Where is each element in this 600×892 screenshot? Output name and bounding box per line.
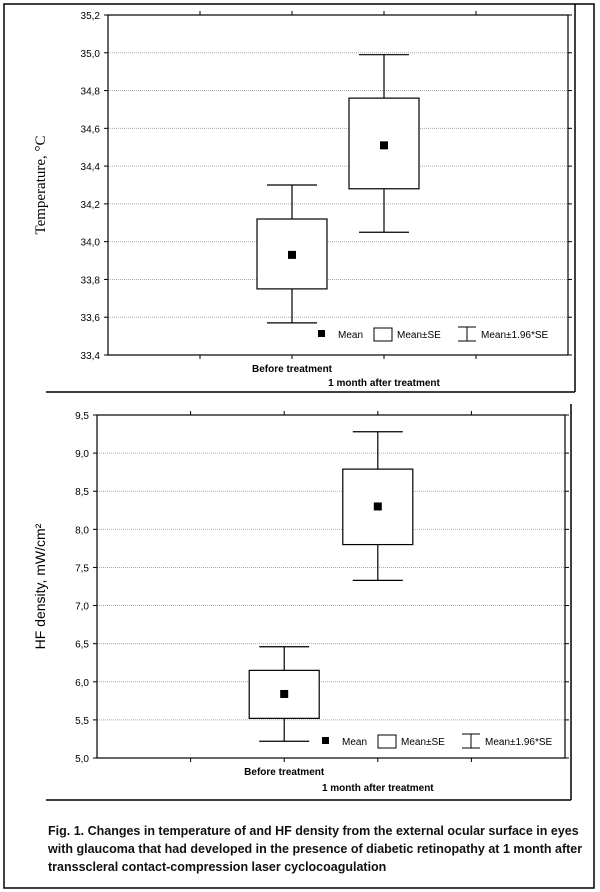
y-tick-label: 34,4 xyxy=(81,162,101,173)
x-category-label: 1 month after treatment xyxy=(322,783,434,794)
legend-se-icon xyxy=(377,734,397,749)
x-category-label: Before treatment xyxy=(244,767,325,778)
legend-mean-icon xyxy=(322,737,329,744)
legend-mean-icon xyxy=(318,330,325,337)
panel-frame-top xyxy=(46,4,576,393)
legend-se-label: Mean±SE xyxy=(401,737,445,748)
y-tick-label: 34,8 xyxy=(81,87,101,98)
y-tick-label: 7,0 xyxy=(75,602,89,613)
plot-area xyxy=(107,14,569,356)
y-tick-label: 34,2 xyxy=(81,200,101,211)
y-tick-label: 9,0 xyxy=(75,449,89,460)
y-tick-label: 6,5 xyxy=(75,640,89,651)
y-tick-label: 5,5 xyxy=(75,716,89,727)
y-tick-label: 35,2 xyxy=(81,11,101,22)
mean-marker xyxy=(280,689,289,698)
panel-frame-bottom xyxy=(46,404,572,801)
mean-marker xyxy=(288,250,296,259)
y-tick-label: 9,5 xyxy=(75,411,89,422)
x-category-label: 1 month after treatment xyxy=(328,378,440,389)
legend-mean-label: Mean xyxy=(342,737,367,748)
y-tick-label: 35,0 xyxy=(81,49,101,60)
y-tick-label: 33,4 xyxy=(81,351,101,362)
y-tick-label: 7,5 xyxy=(75,563,89,574)
y-tick-label: 8,0 xyxy=(75,525,89,536)
y-tick-label: 33,8 xyxy=(81,275,101,286)
legend-ci-icon xyxy=(458,326,476,342)
mean-marker xyxy=(373,502,382,511)
mean-marker xyxy=(380,141,388,150)
outer-frame xyxy=(3,3,595,889)
y-tick-label: 34,0 xyxy=(81,238,101,249)
temperature-chart: 33,4 33,6 33,8 34,0 34,2 34,4 34,6 34,8 35,0 35,2… xyxy=(33,11,572,389)
figure-caption: Fig. 1. Changes in temperature of and HF… xyxy=(48,824,583,874)
y-tick-label: 8,5 xyxy=(75,487,89,498)
y-axis-label: HF density, mW/cm² xyxy=(32,523,48,649)
y-tick-label: 5,0 xyxy=(75,754,89,765)
hf-density-chart: 5,0 5,5 6,0 6,5 7,0 7,5 8,0 8,5 9,0 9,5 HF density… xyxy=(32,411,569,794)
legend-ci-icon xyxy=(462,733,480,749)
legend-se-label: Mean±SE xyxy=(397,330,441,341)
plot-area xyxy=(96,414,566,759)
y-tick-label: 33,6 xyxy=(81,313,101,324)
legend-se-icon xyxy=(373,327,393,342)
y-tick-label: 6,0 xyxy=(75,678,89,689)
legend-ci-label: Mean±1.96*SE xyxy=(481,330,549,341)
y-axis-label: Temperature, °C xyxy=(33,135,49,234)
legend-ci-label: Mean±1.96*SE xyxy=(485,737,553,748)
x-category-label: Before treatment xyxy=(252,364,333,375)
legend-mean-label: Mean xyxy=(338,330,363,341)
y-tick-label: 34,6 xyxy=(81,124,101,135)
